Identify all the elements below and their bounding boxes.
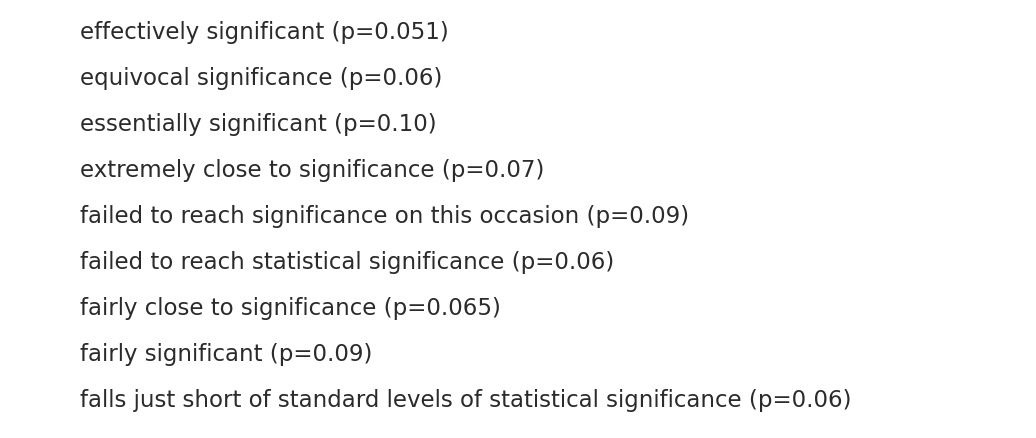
Text: essentially significant (p=0.10): essentially significant (p=0.10) (80, 113, 436, 135)
Text: falls just short of standard levels of statistical significance (p=0.06): falls just short of standard levels of s… (80, 389, 852, 411)
Text: failed to reach statistical significance (p=0.06): failed to reach statistical significance… (80, 251, 614, 273)
Text: extremely close to significance (p=0.07): extremely close to significance (p=0.07) (80, 159, 544, 181)
Text: effectively significant (p=0.051): effectively significant (p=0.051) (80, 21, 449, 43)
Text: failed to reach significance on this occasion (p=0.09): failed to reach significance on this occ… (80, 205, 689, 227)
Text: fairly close to significance (p=0.065): fairly close to significance (p=0.065) (80, 297, 500, 319)
Text: fairly significant (p=0.09): fairly significant (p=0.09) (80, 343, 372, 365)
Text: equivocal significance (p=0.06): equivocal significance (p=0.06) (80, 67, 442, 89)
